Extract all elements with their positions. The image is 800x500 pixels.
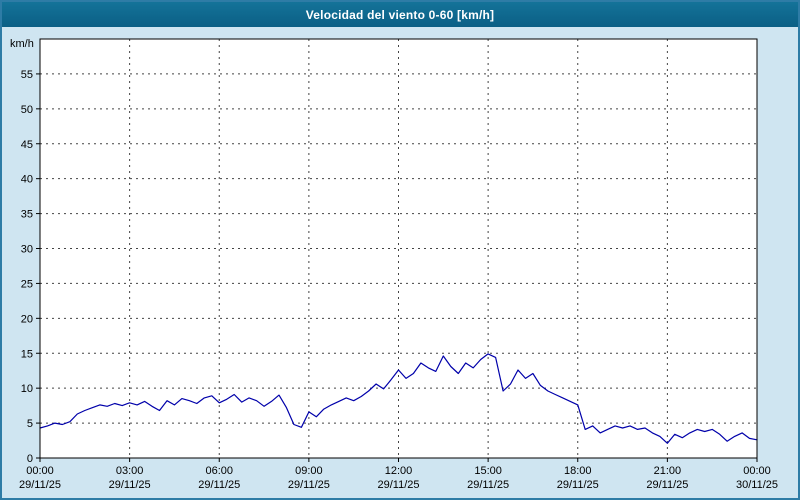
y-tick-label: 40 — [21, 174, 33, 186]
y-tick-label: 20 — [21, 313, 33, 325]
x-tick-date-label: 29/11/25 — [557, 479, 599, 491]
x-tick-time-label: 00:00 — [26, 465, 54, 477]
x-tick-time-label: 00:00 — [743, 465, 771, 477]
chart-area: 0 5 10 15 20 25 30 35 40 45 50 55 00:00 29/11/25 03:00… — [2, 27, 798, 498]
x-tick-time-label: 03:00 — [116, 465, 144, 477]
plot-background — [40, 39, 757, 458]
wind-speed-line — [39, 353, 758, 444]
x-tick-time-label: 06:00 — [205, 465, 233, 477]
y-tick-label: 10 — [21, 383, 33, 395]
y-tick-label: 5 — [27, 418, 33, 430]
x-tick-date-label: 29/11/25 — [467, 479, 509, 491]
x-tick-time-label: 21:00 — [654, 465, 682, 477]
x-tick-date-label: 29/11/25 — [198, 479, 240, 491]
x-tick-date-label: 29/11/25 — [646, 479, 688, 491]
y-axis-unit-label: km/h — [10, 38, 34, 50]
chart-title: Velocidad del viento 0-60 [km/h] — [305, 7, 495, 22]
x-tick-time-label: 15:00 — [474, 465, 502, 477]
x-tick-date-label: 29/11/25 — [377, 479, 419, 491]
y-tick-label: 0 — [27, 453, 33, 465]
x-tick-date-label: 30/11/25 — [736, 479, 778, 491]
y-tick-label: 25 — [21, 278, 33, 290]
x-tick-date-label: 29/11/25 — [288, 479, 330, 491]
plot-border — [39, 38, 758, 459]
title-bar: Velocidad del viento 0-60 [km/h] — [2, 2, 798, 27]
x-tick-date-label: 29/11/25 — [19, 479, 61, 491]
y-tick-label: 55 — [21, 69, 33, 81]
wind-speed-chart: 0 5 10 15 20 25 30 35 40 45 50 55 00:00 29/11/25 03:00… — [10, 38, 778, 491]
x-tick-date-label: 29/11/25 — [109, 479, 151, 491]
x-tick-time-label: 09:00 — [295, 465, 323, 477]
y-tick-label: 15 — [21, 348, 33, 360]
y-tick-label: 30 — [21, 244, 33, 256]
x-tick-time-label: 18:00 — [564, 465, 592, 477]
x-tick-time-label: 12:00 — [385, 465, 413, 477]
y-tick-label: 35 — [21, 209, 33, 221]
y-tick-label: 45 — [21, 139, 33, 151]
y-tick-label: 50 — [21, 104, 33, 116]
